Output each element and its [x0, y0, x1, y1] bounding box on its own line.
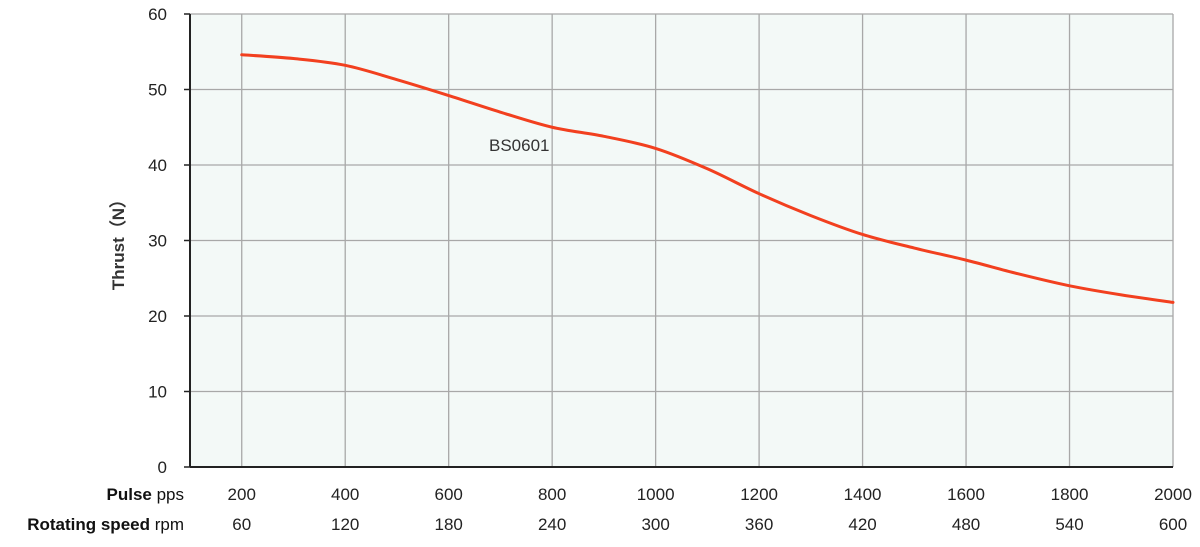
x-tick-label: 600 — [434, 485, 462, 504]
x-tick-label: 60 — [232, 515, 251, 534]
y-tick-label: 20 — [148, 307, 167, 326]
y-tick-label: 0 — [158, 458, 167, 477]
series-label-bs0601: BS0601 — [489, 136, 550, 155]
x-row-label-bold: Pulse — [107, 485, 152, 504]
x-tick-label: 800 — [538, 485, 566, 504]
x-tick-label: 180 — [434, 515, 462, 534]
y-tick-labels: 0 10 20 30 40 50 60 — [148, 5, 167, 477]
x-tick-label: 2000 — [1154, 485, 1192, 504]
x-tick-label: 1400 — [844, 485, 882, 504]
x-tick-label: 540 — [1055, 515, 1083, 534]
x-tick-rows: Pulse pps 200 400 600 800 1000 1200 1400 1600 180… — [27, 485, 1192, 534]
y-tick-label: 10 — [148, 383, 167, 402]
x-tick-label: 1200 — [740, 485, 778, 504]
x-row-unit: pps — [152, 485, 184, 504]
x-tick-label: 360 — [745, 515, 773, 534]
x-tick-label: 200 — [228, 485, 256, 504]
x-row-label: Pulse pps — [107, 485, 185, 504]
x-tick-label: 600 — [1159, 515, 1187, 534]
x-tick-label: 1000 — [637, 485, 675, 504]
x-row-unit: rpm — [150, 515, 184, 534]
y-tick-label: 40 — [148, 156, 167, 175]
x-tick-label: 480 — [952, 515, 980, 534]
y-tick-label: 60 — [148, 5, 167, 24]
grid-lines — [190, 13, 1174, 467]
y-tick-label: 50 — [148, 81, 167, 100]
series-line-bs0601 — [240, 53, 1175, 304]
x-tick-label: 300 — [641, 515, 669, 534]
x-tick-label: 120 — [331, 515, 359, 534]
x-tick-label: 240 — [538, 515, 566, 534]
x-tick-label: 1600 — [947, 485, 985, 504]
x-tick-label: 400 — [331, 485, 359, 504]
y-axis-label: Thrust（N） — [108, 191, 128, 290]
axes — [184, 13, 1173, 468]
x-row-label-bold: Rotating speed — [27, 515, 150, 534]
x-tick-label: 420 — [848, 515, 876, 534]
x-tick-label: 1800 — [1051, 485, 1089, 504]
x-row-label: Rotating speed rpm — [27, 515, 184, 534]
y-tick-label: 30 — [148, 232, 167, 251]
